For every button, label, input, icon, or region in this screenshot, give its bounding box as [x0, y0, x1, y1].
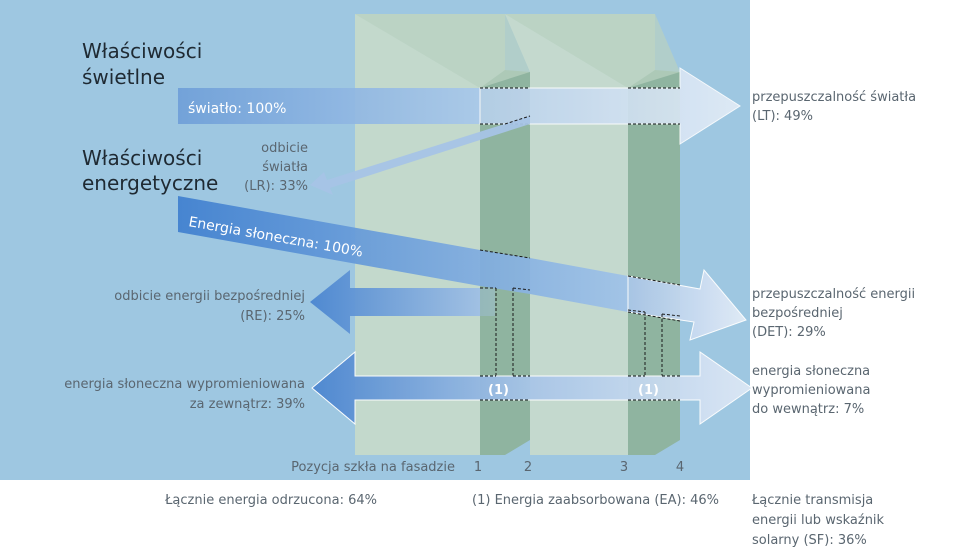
- position-3: 3: [620, 460, 628, 475]
- heading-light-1: Właściwości: [82, 39, 202, 63]
- absorbed-marker-1: (1): [488, 383, 509, 398]
- position-4: 4: [676, 460, 684, 475]
- absorbed-marker-2: (1): [638, 383, 659, 398]
- direct-transmission-label-3: (DET): 29%: [752, 325, 826, 340]
- total-rejected: Łącznie energia odrzucona: 64%: [164, 493, 377, 508]
- direct-reflection-label-2: (RE): 25%: [240, 309, 305, 324]
- light-reflection-label-1: odbicie: [261, 141, 308, 156]
- light-reflection-arrow: [310, 116, 530, 195]
- radiated-outside-label-2: za zewnątrz: 39%: [190, 397, 305, 412]
- radiated-inside-label-1: energia słoneczna: [752, 364, 870, 379]
- position-2: 2: [524, 460, 532, 475]
- direct-transmission-label-1: przepuszczalność energii: [752, 287, 915, 302]
- light-reflection-label-3: (LR): 33%: [244, 179, 308, 194]
- light-in-arrow: [178, 88, 480, 124]
- light-in-label: światło: 100%: [188, 101, 286, 117]
- total-transmission-3: solarny (SF): 36%: [752, 533, 867, 548]
- glass-pane-1-shade: [355, 14, 480, 455]
- direct-transmission-label-2: bezpośredniej: [752, 306, 843, 321]
- light-transmission-label-1: przepuszczalność światła: [752, 90, 916, 105]
- heading-energy-1: Właściwości: [82, 146, 202, 170]
- light-reflection-label-2: światła: [262, 160, 308, 175]
- heading-energy-2: energetyczne: [82, 171, 218, 195]
- position-1: 1: [474, 460, 482, 475]
- glass-pane-2-edge: [628, 70, 680, 455]
- direct-reflection-arrow: [310, 270, 495, 334]
- radiated-outside-label-1: energia słoneczna wypromieniowana: [64, 377, 305, 392]
- heading-light-2: świetlne: [82, 65, 165, 89]
- radiated-inside-label-2: wypromieniowana: [752, 383, 870, 398]
- absorbed-total: (1) Energia zaabsorbowana (EA): 46%: [472, 493, 719, 508]
- glass-pane-2-top: [505, 14, 680, 88]
- radiation-double-arrow: [311, 350, 753, 426]
- glass-pane-1-top: [355, 14, 530, 88]
- solar-in-arrow: [178, 196, 628, 312]
- radiated-inside-label-3: do wewnątrz: 7%: [752, 402, 864, 417]
- total-transmission-1: Łącznie transmisja: [751, 493, 873, 508]
- direct-reflection-label-1: odbicie energii bezpośredniej: [114, 289, 305, 304]
- total-transmission-2: energii lub wskaźnik: [752, 513, 885, 528]
- positions-label: Pozycja szkła na fasadzie: [291, 460, 455, 475]
- light-transmission-label-2: (LT): 49%: [752, 109, 813, 124]
